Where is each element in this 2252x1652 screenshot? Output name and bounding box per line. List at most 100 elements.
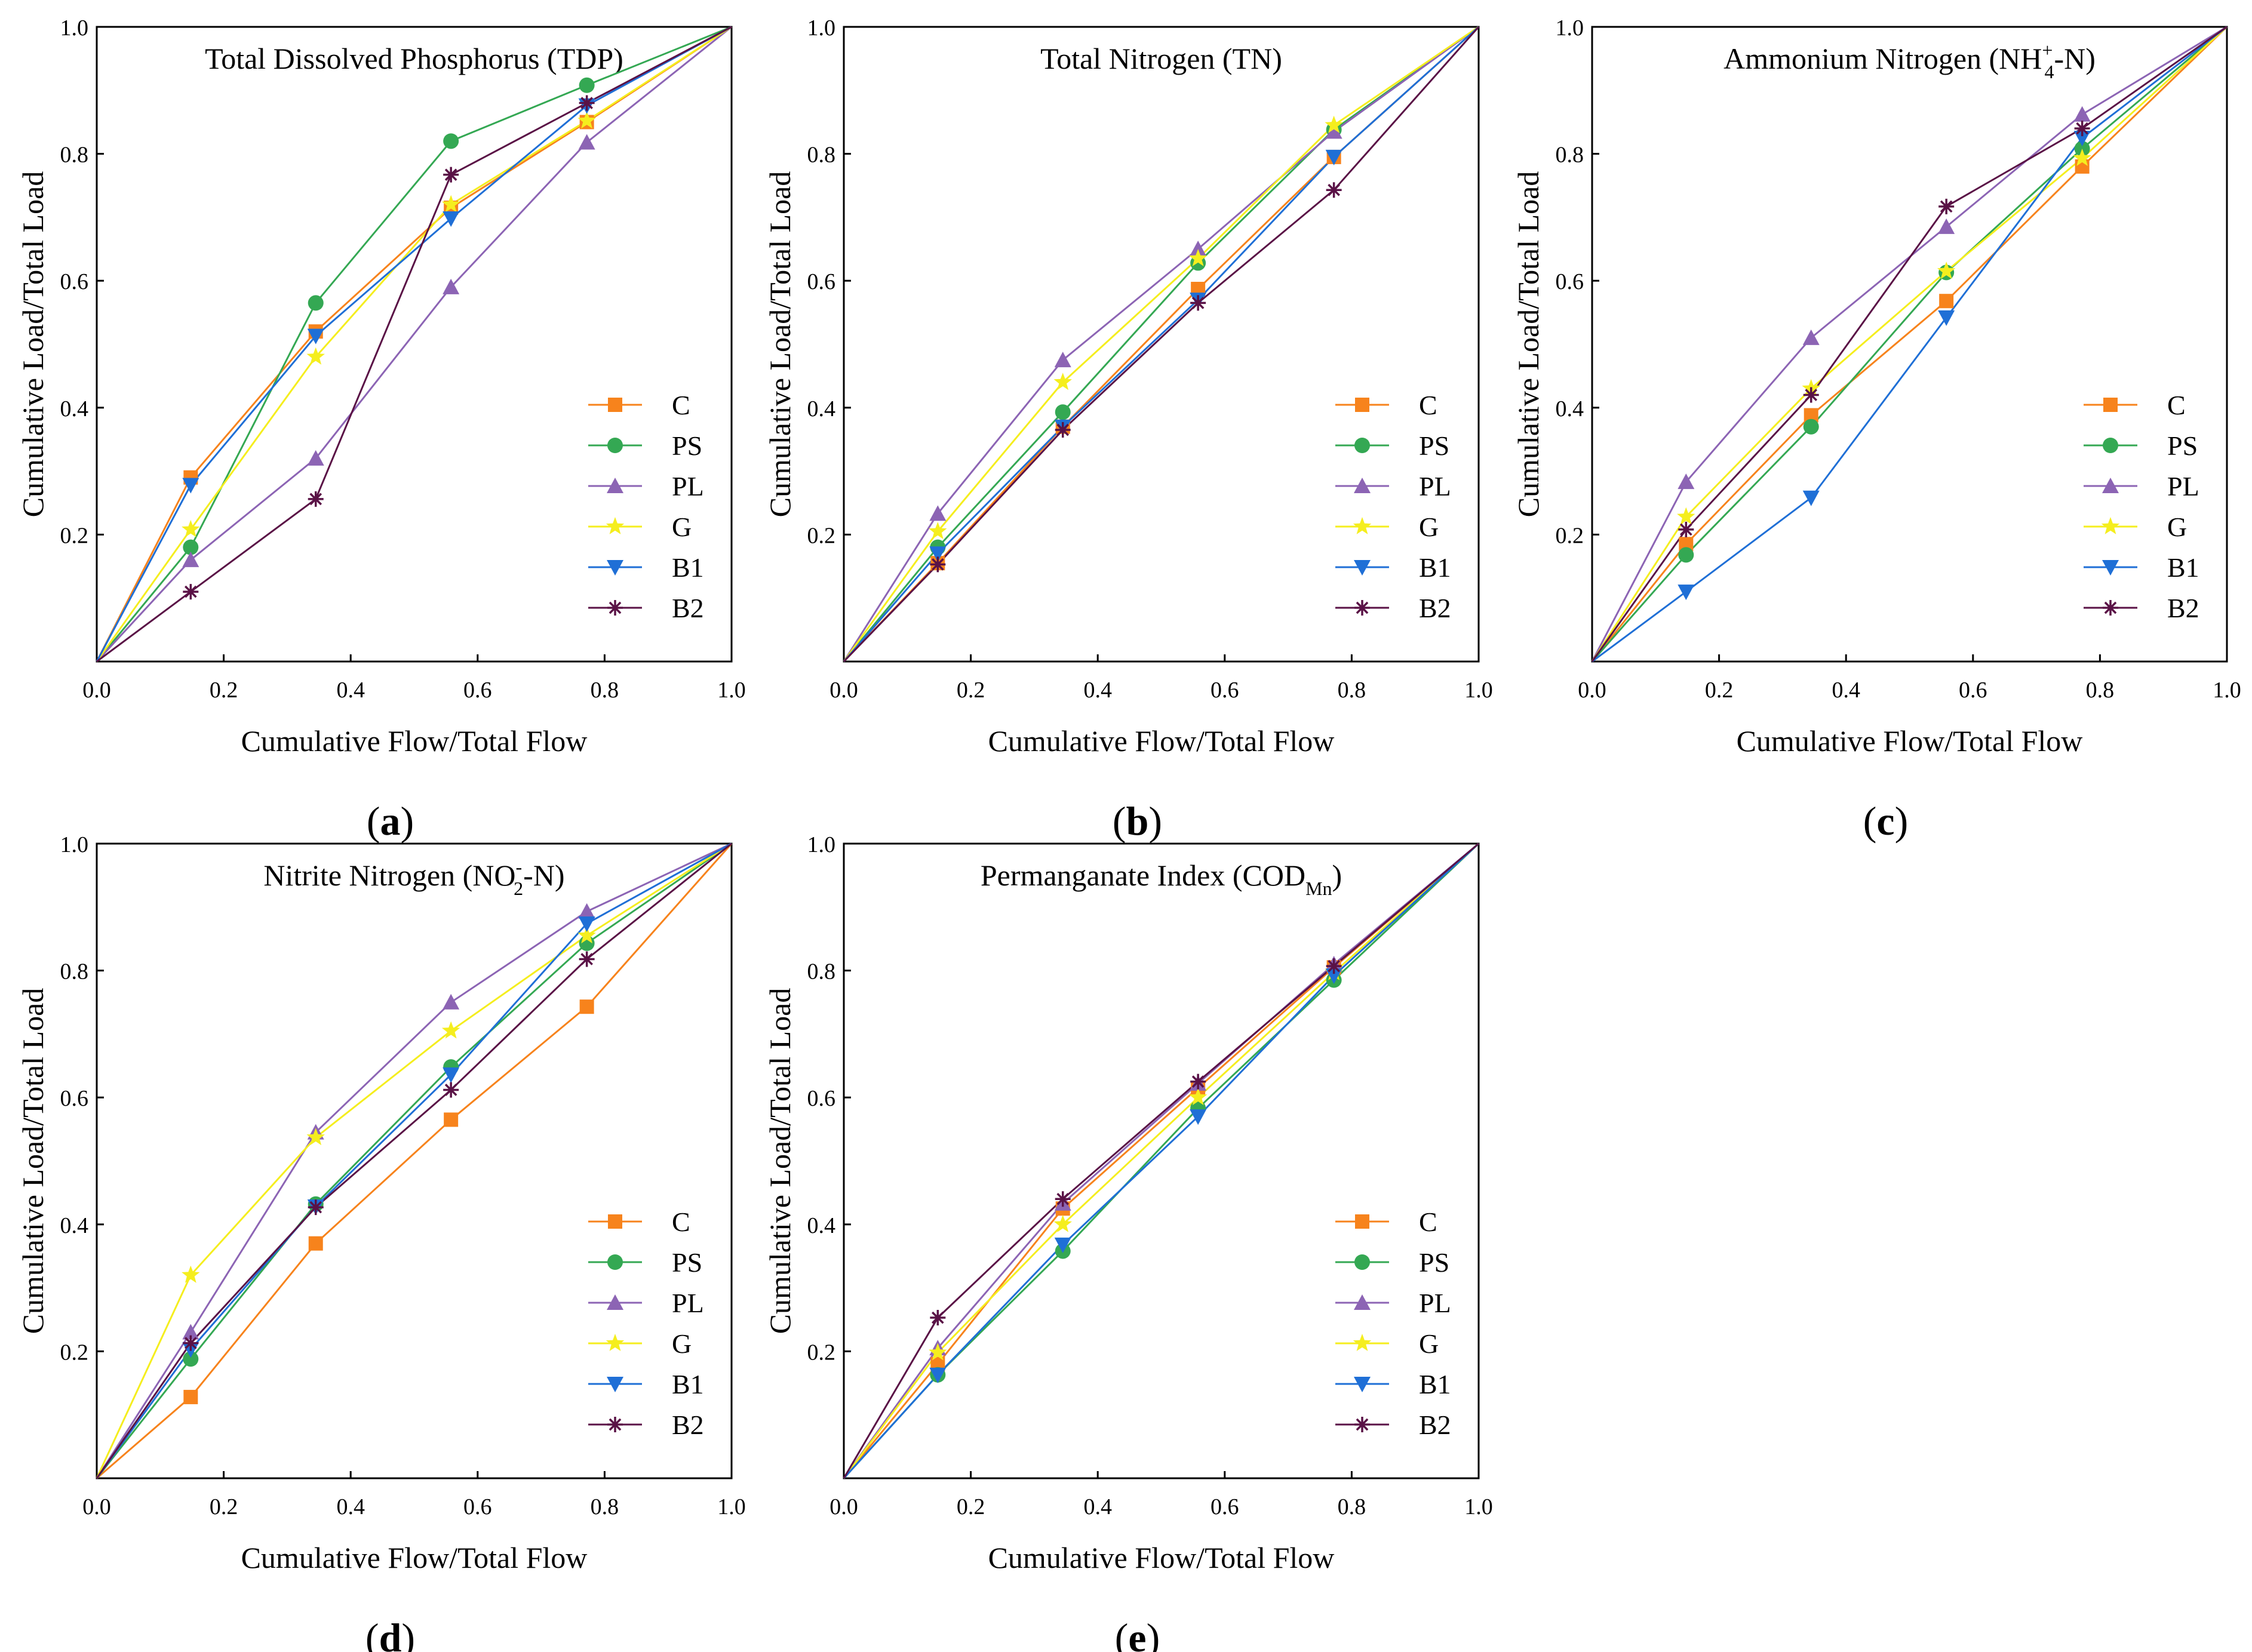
series-line-c bbox=[96, 26, 732, 662]
series-line-pl bbox=[96, 26, 732, 663]
data-point-ps bbox=[183, 1351, 199, 1367]
legend-marker-pl bbox=[1354, 1294, 1371, 1310]
plot-frame bbox=[1591, 26, 2228, 663]
x-tick-label: 1.0 bbox=[1464, 1494, 1493, 1519]
x-tick-label: 0.0 bbox=[829, 678, 858, 703]
legend-marker-b1 bbox=[1354, 560, 1371, 576]
legend-marker-b2 bbox=[1354, 600, 1370, 616]
legend-marker-c bbox=[2103, 398, 2118, 412]
data-point-g bbox=[2073, 149, 2091, 166]
data-point-pl bbox=[1802, 329, 1820, 345]
data-point-b1 bbox=[578, 916, 595, 932]
data-point-b2 bbox=[1678, 521, 1694, 537]
data-point-pl bbox=[2073, 106, 2091, 122]
x-tick-label: 0.2 bbox=[957, 1494, 985, 1519]
series-line-b1 bbox=[1592, 26, 2228, 663]
data-point-ps bbox=[183, 539, 199, 555]
series-line-ps bbox=[96, 26, 732, 662]
y-tick-label: 0.6 bbox=[60, 1086, 89, 1111]
chart-title-sub: 2 bbox=[514, 878, 523, 899]
legend-marker-pl bbox=[2102, 478, 2119, 493]
x-axis-label: Cumulative Flow/Total Flow bbox=[1737, 724, 2083, 758]
legend-label-b2: B2 bbox=[672, 1410, 704, 1440]
x-tick-label: 0.4 bbox=[1832, 678, 1860, 703]
legend-marker-c bbox=[608, 1214, 622, 1229]
data-point-g bbox=[929, 522, 947, 539]
data-point-b1 bbox=[929, 1367, 947, 1383]
series-line-b1 bbox=[96, 26, 732, 662]
chart-panel-1: 0.0 0.2 0.4 0.6 0.8 1.0 0.2 0.4 0.6 0.8 1.0 Cumulat… bbox=[16, 16, 746, 844]
panel-label: (e) bbox=[1115, 1615, 1160, 1652]
chart-title: Permanganate Index (CODMn) bbox=[981, 859, 1342, 899]
data-point-pl bbox=[307, 450, 324, 466]
data-point-b2 bbox=[1055, 1191, 1071, 1207]
x-tick-label: 0.4 bbox=[1083, 1494, 1112, 1519]
panel-label-paren: ) bbox=[1148, 798, 1162, 844]
data-point-b2 bbox=[930, 556, 946, 573]
y-tick-label: 1.0 bbox=[60, 16, 89, 41]
data-point-b2 bbox=[183, 1335, 199, 1351]
panel-label-paren: ) bbox=[401, 1615, 415, 1652]
chart-title: Total Nitrogen (TN) bbox=[1040, 42, 1282, 75]
series-line-g bbox=[96, 26, 732, 662]
y-tick-label: 0.6 bbox=[60, 269, 89, 294]
legend-marker-b1 bbox=[2102, 560, 2119, 576]
x-tick-label: 0.2 bbox=[957, 678, 985, 703]
y-tick-label: 0.4 bbox=[60, 396, 89, 422]
data-point-ps bbox=[1055, 404, 1071, 420]
panel-label-paren: ( bbox=[1863, 798, 1877, 844]
chart-title-tail: -N) bbox=[2054, 42, 2095, 75]
legend-marker-ps bbox=[1354, 438, 1370, 453]
legend-label-g: G bbox=[2167, 512, 2187, 542]
series-line-c bbox=[1591, 26, 2228, 662]
legend-label-g: G bbox=[672, 512, 692, 542]
data-point-b1 bbox=[307, 328, 324, 344]
legend-label-pl: PL bbox=[1419, 471, 1451, 502]
series-line-c bbox=[96, 843, 733, 1479]
legend-label-g: G bbox=[1419, 1328, 1439, 1359]
y-tick-label: 0.6 bbox=[807, 1086, 836, 1111]
panel-label-paren: ( bbox=[1115, 1615, 1129, 1652]
y-tick-label: 0.6 bbox=[1556, 269, 1584, 294]
panel-label-letter: c bbox=[1876, 798, 1894, 844]
series-line-g bbox=[843, 842, 1479, 1479]
data-point-g bbox=[1325, 115, 1343, 133]
legend-label-c: C bbox=[1419, 1207, 1437, 1237]
x-axis-label: Cumulative Flow/Total Flow bbox=[988, 1541, 1335, 1574]
data-point-g bbox=[182, 519, 200, 537]
data-point-b2 bbox=[1190, 295, 1206, 311]
panel-label: (a) bbox=[367, 798, 414, 844]
data-point-b2 bbox=[579, 951, 595, 967]
x-tick-label: 0.6 bbox=[1211, 1494, 1239, 1519]
data-point-g bbox=[306, 347, 325, 365]
x-axis-label: Cumulative Flow/Total Flow bbox=[988, 724, 1335, 758]
data-point-b2 bbox=[443, 1082, 459, 1098]
legend-label-pl: PL bbox=[2167, 471, 2199, 502]
data-point-pl bbox=[182, 551, 199, 567]
y-axis-label: Cumulative Load/Total Load bbox=[16, 171, 50, 518]
chart-title: Nitrite Nitrogen (NO-2-N) bbox=[263, 856, 564, 899]
data-point-pl bbox=[443, 278, 460, 294]
y-tick-label: 1.0 bbox=[1556, 16, 1584, 41]
chart-title: Total Dissolved Phosphorus (TDP) bbox=[205, 42, 623, 75]
legend-label-pl: PL bbox=[672, 471, 704, 502]
x-tick-label: 0.6 bbox=[463, 1494, 492, 1519]
x-tick-label: 0.0 bbox=[82, 678, 111, 703]
legend-marker-ps bbox=[607, 1254, 623, 1270]
chart-title-main: Ammonium Nitrogen (NH bbox=[1723, 42, 2042, 75]
y-tick-label: 0.2 bbox=[60, 1340, 89, 1365]
panel-label-letter: e bbox=[1128, 1615, 1146, 1652]
x-tick-label: 0.2 bbox=[210, 678, 238, 703]
data-point-g bbox=[1053, 1214, 1072, 1232]
data-point-g bbox=[577, 111, 596, 129]
legend-label-c: C bbox=[672, 1207, 690, 1237]
data-point-c bbox=[444, 1112, 459, 1127]
legend-label-b2: B2 bbox=[1419, 1410, 1451, 1440]
data-point-pl bbox=[1325, 123, 1342, 139]
data-point-g bbox=[1677, 507, 1695, 525]
y-tick-label: 1.0 bbox=[60, 832, 89, 857]
legend-marker-g bbox=[606, 1334, 625, 1351]
x-tick-label: 0.2 bbox=[210, 1494, 238, 1519]
legend-label-c: C bbox=[1419, 390, 1437, 420]
